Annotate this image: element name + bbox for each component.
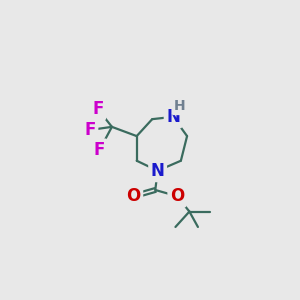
Text: H: H	[173, 99, 185, 113]
Text: N: N	[151, 162, 165, 180]
Text: O: O	[127, 187, 141, 205]
Text: F: F	[85, 121, 96, 139]
Text: F: F	[94, 141, 105, 159]
Text: F: F	[92, 100, 104, 118]
Text: N: N	[166, 108, 180, 126]
Text: O: O	[170, 187, 184, 205]
